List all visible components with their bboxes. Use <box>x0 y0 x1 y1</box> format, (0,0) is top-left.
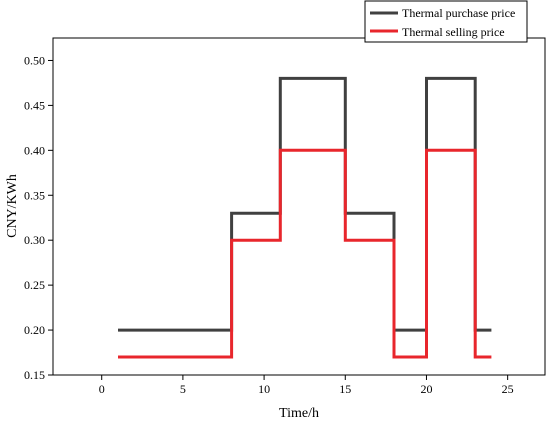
series-line-0 <box>118 76 492 332</box>
legend-label-selling: Thermal selling price <box>402 25 505 39</box>
y-tick-label: 0.35 <box>24 188 45 202</box>
x-tick-label: 25 <box>502 382 514 396</box>
y-axis: 0.15 0.20 0.25 0.30 0.35 0.40 0.45 0.50 <box>24 53 53 382</box>
y-axis-title: CNY/KWh <box>5 174 20 238</box>
legend-box <box>364 0 528 43</box>
plot-border <box>52 37 546 376</box>
plot-area <box>52 37 546 376</box>
y-tick-label: 0.45 <box>24 98 45 112</box>
y-tick-label: 0.15 <box>24 368 45 382</box>
x-tick-label: 5 <box>180 382 186 396</box>
x-tick-label: 15 <box>339 382 351 396</box>
y-tick-label: 0.20 <box>24 323 45 337</box>
legend: Thermal purchase price Thermal selling p… <box>364 0 528 43</box>
legend-label-purchase: Thermal purchase price <box>402 6 515 20</box>
series-line-1 <box>118 148 492 359</box>
x-tick-label: 20 <box>420 382 432 396</box>
x-axis: 0 5 10 15 20 25 <box>99 375 514 396</box>
y-tick-label: 0.25 <box>24 278 45 292</box>
x-tick-label: 10 <box>258 382 270 396</box>
y-tick-label: 0.40 <box>24 143 45 157</box>
x-axis-title: Time/h <box>279 406 319 421</box>
series-group <box>118 76 492 359</box>
x-tick-label: 0 <box>99 382 105 396</box>
y-tick-label: 0.30 <box>24 233 45 247</box>
y-tick-label: 0.50 <box>24 53 45 67</box>
